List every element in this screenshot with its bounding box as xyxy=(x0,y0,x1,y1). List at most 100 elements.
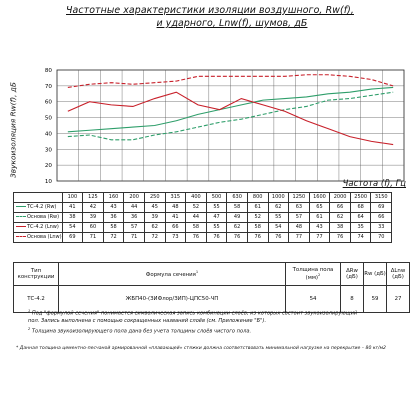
value-cell: 71 xyxy=(123,232,145,243)
footnote-mark-1: 1 xyxy=(195,270,199,275)
value-cell: 72 xyxy=(102,232,125,243)
series-label-cell: ТС-4.2 (Rw) xyxy=(13,202,63,213)
frequency-cell: 125 xyxy=(82,192,104,203)
frequency-cell: 400 xyxy=(185,192,207,203)
footnote-2-mark: 2 xyxy=(28,326,31,331)
corner-cell xyxy=(13,192,63,203)
series-label-cell: ТС-4.2 (Lnw) xyxy=(13,222,63,233)
value-cell: 68 xyxy=(349,202,372,213)
value-cell: 44 xyxy=(123,202,145,213)
y-tick-label: 10 xyxy=(45,179,53,185)
footnote-3-text: Данная толщина цементно-песчаной армиров… xyxy=(19,346,386,351)
series-line-0 xyxy=(67,86,394,133)
legend-label: ТС-4.2 (Rw) xyxy=(27,204,57,210)
value-cell: 66 xyxy=(329,202,351,213)
value-cell: 62 xyxy=(267,202,290,213)
footnote-2-text: Толщина звукоизолирующего пола дана без … xyxy=(31,328,252,335)
series-label-cell: Основа (Lnw) xyxy=(13,232,63,243)
value-cell: 63 xyxy=(288,202,310,213)
footnote-1: 1 Под "формулой сечения" понимается симв… xyxy=(28,308,408,336)
value-cell: 58 xyxy=(102,222,125,233)
footnote-1-mark: 1 xyxy=(28,309,31,313)
value-cell: 39 xyxy=(82,212,104,223)
legend-label: Основа (Lnw) xyxy=(27,234,62,240)
y-tick-label: 40 xyxy=(45,131,53,137)
value-cell: 58 xyxy=(226,202,248,213)
legend-swatch xyxy=(16,206,26,207)
frequency-cell: 315 xyxy=(164,192,187,203)
frequency-cell: 1250 xyxy=(288,192,310,203)
value-cell: 43 xyxy=(102,202,125,213)
series-row: ТС-4.2 (Rw) 41 42 43 44 45 48 52 55 58 61 62 63 65 66 6… xyxy=(13,202,393,213)
series-line-1 xyxy=(67,91,394,141)
header-type: Тип конструкции xyxy=(13,262,59,286)
value-cell: 61 xyxy=(308,212,331,223)
frequency-cell: 160 xyxy=(102,192,125,203)
y-tick-label: 70 xyxy=(45,84,53,90)
value-cell: 69 xyxy=(61,232,84,243)
series-row: Основа (Lnw) 69 71 72 71 72 73 76 76 76 76 76 77 77 76… xyxy=(13,232,393,243)
footnote-3: * Данная толщина цементно-песчаной армир… xyxy=(16,345,416,353)
construction-table: Тип конструкции Формула сечения1 Толщина… xyxy=(13,262,410,313)
y-tick-label: 20 xyxy=(45,163,53,169)
series-row: Основа (Rw) 38 39 36 36 39 41 44 47 49 52 55 57 61 62 6… xyxy=(13,212,393,223)
value-cell: 33 xyxy=(370,222,393,233)
row-type: ТС-4.2 xyxy=(13,285,59,313)
value-cell: 61 xyxy=(246,202,269,213)
footnote-1-text-a: Под "формулой сечения" понимается символ… xyxy=(31,310,358,317)
frequency-cell: 100 xyxy=(61,192,84,203)
value-cell: 38 xyxy=(329,222,351,233)
value-cell: 55 xyxy=(267,212,290,223)
frequency-cell: 2000 xyxy=(329,192,351,203)
header-delta-lnw-text: ΔLnw (дБ) xyxy=(390,268,406,280)
series-label-cell: Основа (Rw) xyxy=(13,212,63,223)
value-cell: 35 xyxy=(349,222,372,233)
line-chart: 10 20 30 40 50 60 70 80 xyxy=(45,68,405,185)
value-cell: 71 xyxy=(82,232,104,243)
value-cell: 66 xyxy=(164,222,187,233)
value-cell: 43 xyxy=(308,222,331,233)
data-table: 100 125 160 200 250 315 400 500 630 800 1000 1250 16… xyxy=(13,192,393,243)
chart-title-line2: и ударного, Lnw(f), шумов, дБ xyxy=(156,18,308,29)
frequency-cell: 500 xyxy=(205,192,228,203)
value-cell: 73 xyxy=(164,232,187,243)
value-cell: 76 xyxy=(185,232,207,243)
row-formula: ЖБП40-(ЗИФлор/ЗИП)-ЦПС50-ЧП xyxy=(58,285,286,313)
header-type-text: Тип конструкции xyxy=(17,268,55,280)
value-cell: 76 xyxy=(267,232,290,243)
header-delta-lnw: ΔLnw (дБ) xyxy=(386,262,410,286)
value-cell: 42 xyxy=(82,202,104,213)
value-cell: 54 xyxy=(267,222,290,233)
legend-swatch xyxy=(16,226,26,227)
series-row: ТС-4.2 (Lnw) 54 60 58 57 62 66 58 55 62 58 54 48 43 38… xyxy=(13,222,393,233)
series-line-3 xyxy=(67,74,394,88)
legend-label: ТС-4.2 (Lnw) xyxy=(27,224,59,230)
frequency-cell: 630 xyxy=(226,192,248,203)
frequency-cell: 250 xyxy=(143,192,166,203)
header-formula: Формула сечения1 xyxy=(58,262,286,286)
header-rw-text: Rw (дБ) xyxy=(364,271,386,277)
frequency-cell: 2500 xyxy=(349,192,372,203)
value-cell: 70 xyxy=(370,232,393,243)
y-axis-label: Звукоизоляция Rw(f), дБ xyxy=(8,82,18,178)
value-cell: 47 xyxy=(205,212,228,223)
footnote-1-text-b: пол. Запись выполнена с помощью сокращен… xyxy=(28,318,267,325)
header-delta-rw: ΔRw (дБ) xyxy=(340,262,364,286)
value-cell: 38 xyxy=(61,212,84,223)
value-cell: 45 xyxy=(143,202,166,213)
series-line-2 xyxy=(67,91,394,146)
legend-label: Основа (Rw) xyxy=(27,214,60,220)
value-cell: 77 xyxy=(308,232,331,243)
value-cell: 72 xyxy=(143,232,166,243)
row-thickness: 54 xyxy=(285,285,341,313)
legend-swatch xyxy=(16,236,26,237)
chart-title-line1: Частотные характеристики изоляции воздуш… xyxy=(66,5,354,16)
header-rw: Rw (дБ) xyxy=(363,262,387,286)
frequency-cell: 1600 xyxy=(308,192,331,203)
value-cell: 65 xyxy=(308,202,331,213)
value-cell: 44 xyxy=(185,212,207,223)
value-cell: 76 xyxy=(246,232,269,243)
frequency-cell: 800 xyxy=(246,192,269,203)
x-axis-label: Частота (f), Гц xyxy=(342,178,406,188)
value-cell: 57 xyxy=(123,222,145,233)
